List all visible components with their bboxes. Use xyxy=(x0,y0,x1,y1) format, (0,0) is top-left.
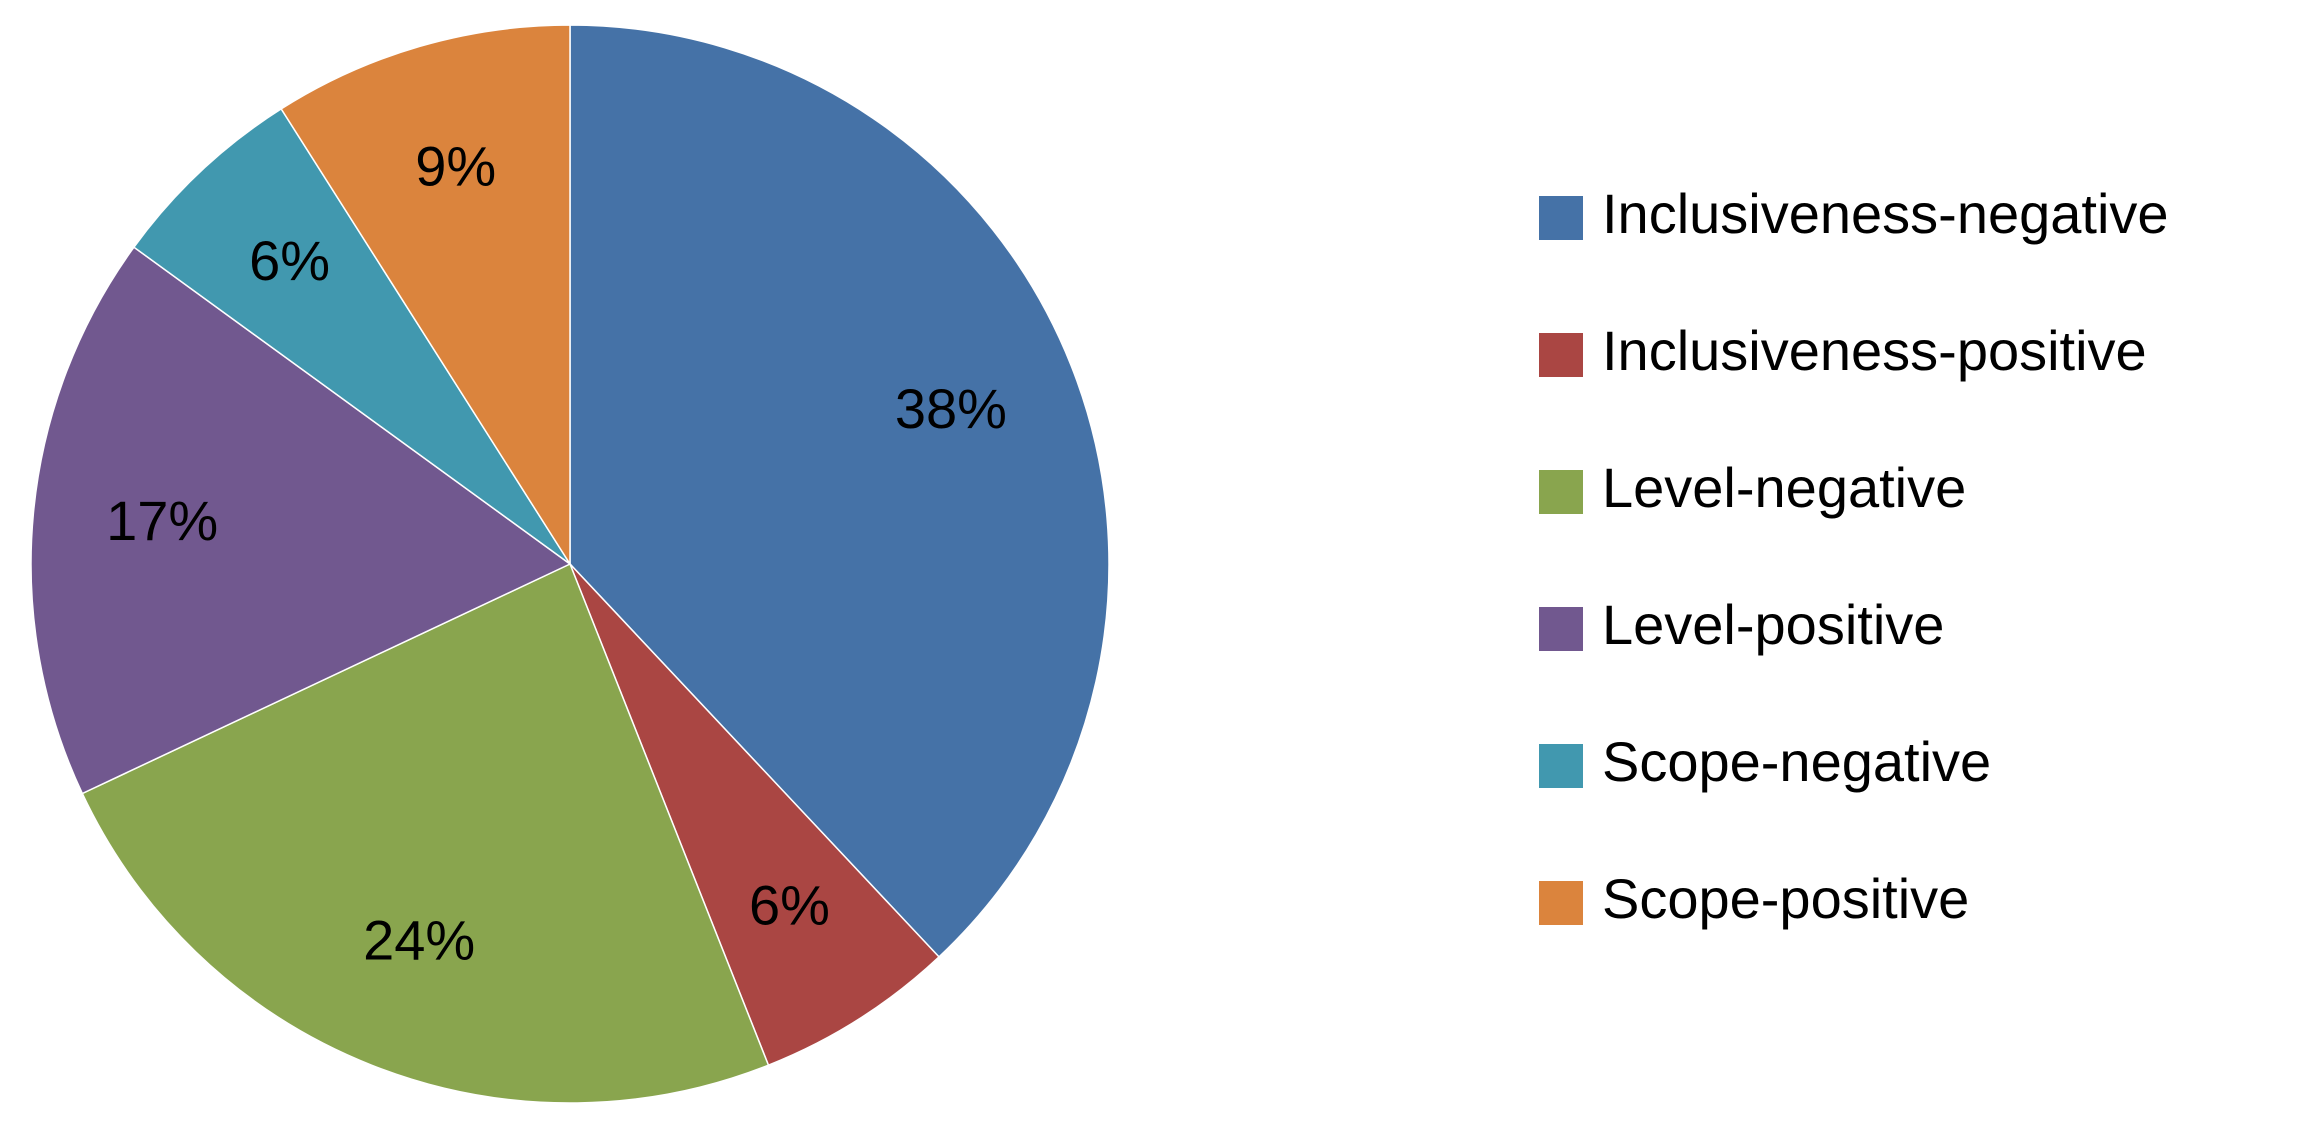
pie-slice xyxy=(132,107,571,565)
pie-slice xyxy=(81,562,770,1104)
legend-label: Inclusiveness-negative xyxy=(1602,182,2169,245)
data-label: 6% xyxy=(749,874,830,937)
legend-swatch xyxy=(1539,470,1583,514)
data-label: 38% xyxy=(895,377,1007,440)
pie-slice xyxy=(280,24,571,567)
legend-swatch xyxy=(1539,607,1583,651)
legend-swatch xyxy=(1539,744,1583,788)
legend-label: Scope-positive xyxy=(1602,867,1969,930)
legend-label: Inclusiveness-positive xyxy=(1602,319,2147,382)
legend-label: Level-positive xyxy=(1602,593,1944,656)
pie-slice xyxy=(569,563,941,1067)
data-label: 9% xyxy=(415,134,496,197)
data-label: 6% xyxy=(249,229,330,292)
pie-slice xyxy=(569,24,1110,958)
legend-label: Level-negative xyxy=(1602,456,1966,519)
legend-swatch xyxy=(1539,333,1583,377)
data-label: 17% xyxy=(106,489,218,552)
legend-swatch xyxy=(1539,881,1583,925)
data-label: 24% xyxy=(363,909,475,972)
legend-swatch xyxy=(1539,196,1583,240)
pie-slice xyxy=(30,246,572,795)
legend-label: Scope-negative xyxy=(1602,730,1991,793)
